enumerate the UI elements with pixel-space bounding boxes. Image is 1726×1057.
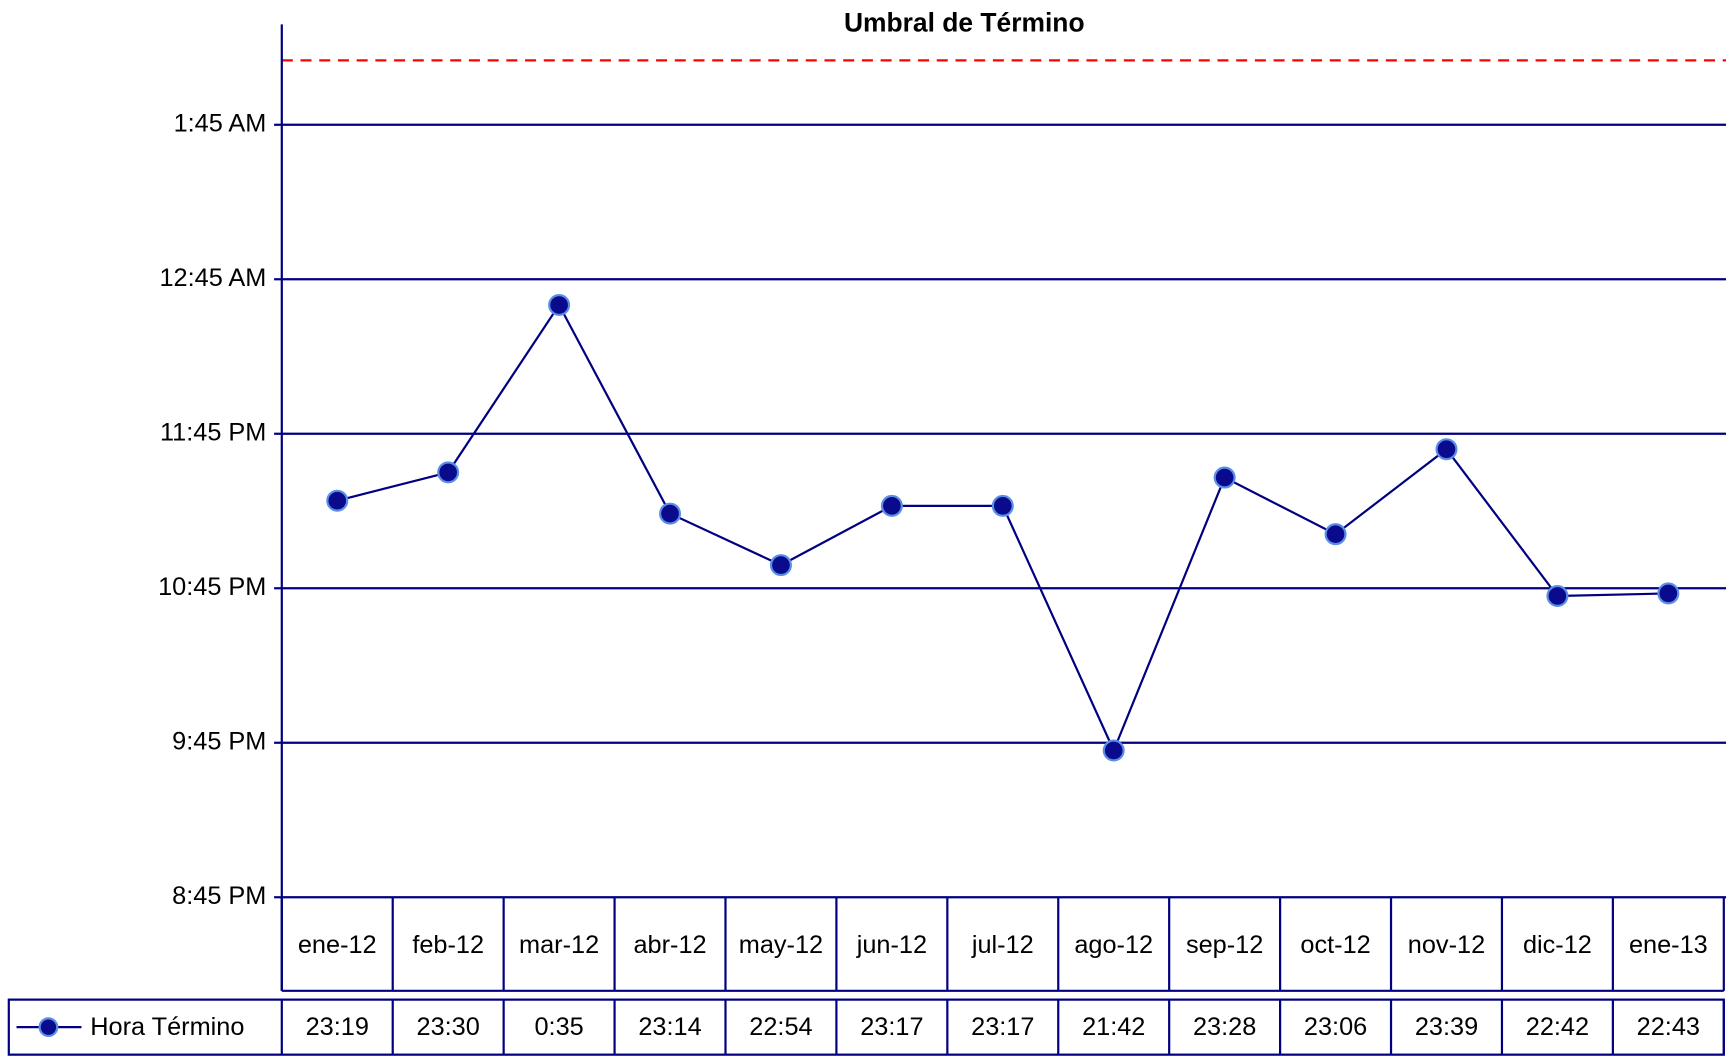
y-tick-label: 11:45 PM [160,418,266,446]
data-label: 0:35 [534,1013,583,1041]
x-tick-label: abr-12 [633,931,706,959]
y-tick-label: 9:45 PM [172,727,266,755]
marker [326,489,349,512]
x-tick-label: sep-12 [1186,931,1263,959]
x-tick-label: ago-12 [1074,931,1153,959]
x-tick-label: jun-12 [856,931,927,959]
chart-title: Umbral de Término [844,7,1085,37]
legend-label: Hora Término [90,1013,244,1041]
data-label: 23:06 [1304,1013,1367,1041]
marker [1324,523,1347,546]
data-label: 23:19 [306,1013,369,1041]
x-tick-label: ene-12 [298,931,377,959]
x-tick-label: feb-12 [412,931,484,959]
marker [1213,466,1236,489]
y-tick-label: 12:45 AM [159,264,266,292]
x-tick-label: mar-12 [519,931,599,959]
marker [1657,582,1680,605]
x-tick-label: nov-12 [1408,931,1485,959]
data-label: 23:30 [417,1013,480,1041]
x-tick-label: ene-13 [1629,931,1708,959]
marker [1546,584,1569,607]
marker [1102,739,1125,762]
marker [991,494,1014,517]
data-label: 22:43 [1637,1013,1700,1041]
legend-marker [38,1017,59,1038]
data-label: 23:39 [1415,1013,1478,1041]
data-label: 23:17 [971,1013,1034,1041]
marker [880,494,903,517]
data-label: 22:42 [1526,1013,1589,1041]
data-label: 23:14 [638,1013,701,1041]
y-tick-label: 1:45 AM [174,109,267,137]
x-tick-label: oct-12 [1300,931,1370,959]
marker [659,502,682,525]
marker [1435,438,1458,461]
data-label: 23:28 [1193,1013,1256,1041]
marker [769,554,792,577]
data-label: 23:17 [860,1013,923,1041]
y-tick-label: 10:45 PM [158,573,266,601]
x-tick-label: may-12 [739,931,823,959]
x-tick-label: jul-12 [971,931,1034,959]
data-label: 21:42 [1082,1013,1145,1041]
series-line [336,302,1669,754]
data-label: 22:54 [749,1013,812,1041]
marker [548,294,571,317]
y-tick-label: 8:45 PM [172,882,266,910]
x-tick-label: dic-12 [1523,931,1592,959]
marker [437,461,460,484]
